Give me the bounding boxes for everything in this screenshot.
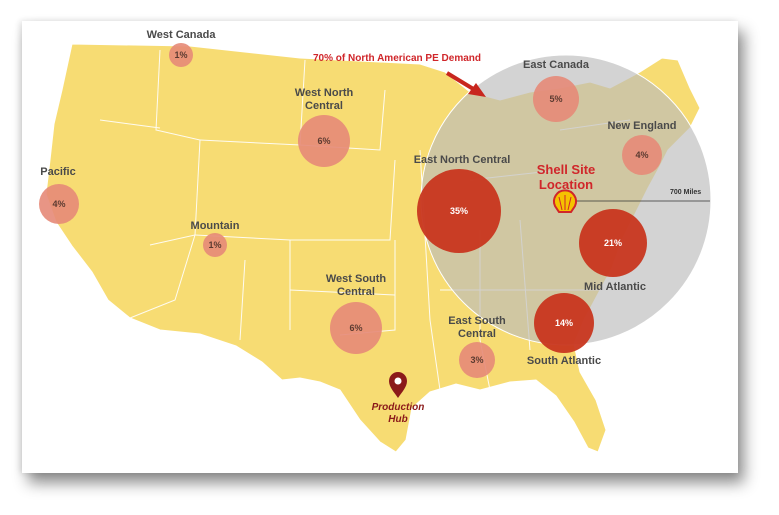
share-south-atlantic: 14% — [554, 318, 573, 328]
label-south-atlantic: South Atlantic — [526, 355, 602, 367]
label-west-canada: West Canada — [146, 29, 216, 41]
circle-east-canada — [533, 76, 579, 122]
share-mid-atlantic: 21% — [603, 238, 622, 248]
shell-logo-icon — [553, 189, 577, 213]
demand-arrow-icon — [445, 71, 486, 97]
label-pacific: Pacific — [40, 166, 76, 178]
radius-label: 700 Miles — [670, 189, 702, 196]
circle-south-atlantic — [534, 293, 594, 353]
label-east-south-central: East South Central — [440, 315, 514, 341]
label-mid-atlantic: Mid Atlantic — [584, 281, 646, 293]
share-east-canada: 5% — [549, 94, 563, 104]
circle-new-england — [622, 135, 662, 175]
label-east-canada: East Canada — [522, 59, 590, 71]
share-west-north-central: 6% — [317, 136, 331, 146]
region-name: West South Central — [325, 273, 387, 298]
share-pacific: 4% — [52, 199, 66, 209]
region-name: East South Central — [448, 315, 506, 340]
production-hub-label: Production Hub — [371, 402, 425, 425]
circle-mid-atlantic — [579, 209, 647, 277]
label-new-england: New England — [607, 120, 677, 132]
demand-circles — [39, 43, 662, 378]
label-mountain: Mountain — [190, 220, 240, 232]
circle-east-north-central — [417, 169, 501, 253]
circle-east-south-central — [459, 342, 495, 378]
circle-west-south-central — [330, 302, 382, 354]
circle-west-canada — [169, 43, 193, 67]
circle-pacific — [39, 184, 79, 224]
label-east-north-central: East North Central — [413, 154, 511, 166]
share-new-england: 4% — [635, 150, 649, 160]
circle-west-north-central — [298, 115, 350, 167]
shell-site-label: Shell Site Location — [536, 162, 596, 192]
share-east-south-central: 3% — [470, 355, 484, 365]
share-west-south-central: 6% — [349, 323, 363, 333]
circle-mountain — [203, 233, 227, 257]
region-name: West North Central — [294, 87, 354, 112]
share-mountain: 1% — [208, 240, 222, 250]
label-west-north-central: West North Central — [284, 87, 364, 113]
share-east-north-central: 35% — [449, 206, 468, 216]
location-pin-icon — [389, 372, 407, 398]
demand-callout: 70% of North American PE Demand — [313, 53, 482, 64]
share-west-canada: 1% — [174, 50, 188, 60]
label-west-south-central: West South Central — [316, 273, 396, 299]
